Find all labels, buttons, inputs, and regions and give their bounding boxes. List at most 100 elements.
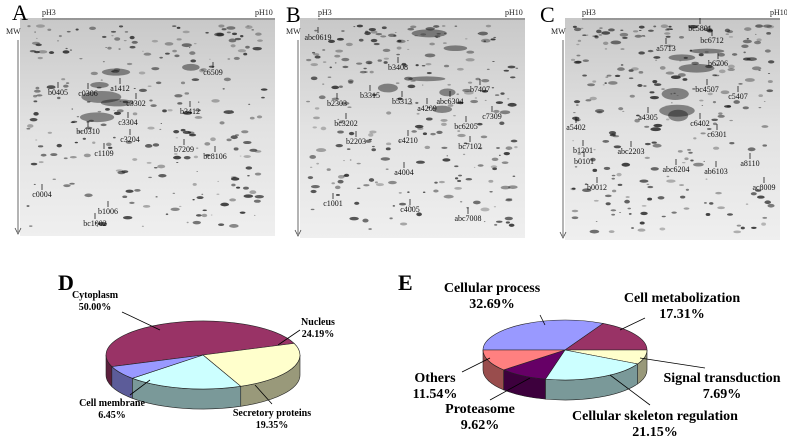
gel-spot [653,56,661,59]
gel-spot [204,154,211,157]
gel-spot [433,25,440,28]
gel-spot [457,179,462,183]
leader-line [277,329,301,346]
panel-letter: B [286,2,301,27]
gel-spot [174,94,183,98]
gel-spot [374,181,378,184]
gel-spot [742,106,749,110]
gel-spot [232,32,238,36]
gel-spot [335,49,344,53]
gel-spot [138,88,147,92]
gel-spot [700,132,706,135]
gel-spot [467,81,473,84]
gel-spot [334,54,341,58]
gel-spot [188,133,197,137]
value-label: 7.69% [703,387,742,402]
gel-spot [312,51,316,54]
gel-spot [63,184,71,188]
gel-spot [480,38,491,43]
gel-spot [318,95,326,100]
gel-spot [123,40,127,42]
gel-spot [74,141,78,144]
gel-spot [670,93,673,95]
gel-spot [394,31,397,33]
gel-spot [679,184,684,186]
gel-spot [584,183,588,186]
gel-spot [227,58,231,60]
gel-spot [646,183,650,185]
gel-spot [29,225,33,227]
spot-label: c4005 [400,205,420,214]
spot-label: c7309 [482,112,502,121]
gel-spot [625,196,630,198]
gel-spot [386,111,392,115]
gel-spot [129,201,135,204]
gel-spot [35,24,46,28]
gel-spot [481,89,489,93]
gel-spot [410,207,413,209]
gel-spot [484,99,487,102]
gel-spot [105,108,110,111]
gel-spot [688,24,698,29]
gel-spot [365,30,369,33]
gel-spot [310,208,315,211]
gel-spot [679,60,682,62]
gel-spot [246,25,250,27]
gel-spot [407,27,415,31]
spot-label: c4210 [398,136,418,145]
gel-spot [122,216,133,220]
gel-spot [720,90,730,95]
gel-spot [617,67,625,71]
gel-spot [744,27,752,31]
gel-spot [587,83,596,87]
spot-label: b3412 [180,107,200,116]
gel-spot [358,38,364,42]
gel-spot [458,101,464,105]
gel-spot [742,39,752,44]
gel-spot [649,91,655,94]
gel-spot [190,59,197,63]
gel-smear [100,99,135,107]
gel-spot [253,199,261,203]
gel-spot [416,212,422,217]
gel-spot [162,109,167,113]
gel-spot [33,50,40,54]
gel-spot [728,36,734,38]
gel-spot [201,193,204,195]
gel-spot [47,131,53,134]
pie-slice [131,354,242,390]
gel-spot [424,145,431,150]
gel-spot [717,206,725,210]
gel-spot [157,164,166,169]
gel-spot [110,30,117,33]
spot-label: a5402 [566,123,586,132]
leader-line [639,357,706,369]
gel-spot [79,58,83,60]
gel-spot [577,152,582,155]
gel-spot [165,213,169,216]
gel-spot [465,58,475,62]
gel-spot [407,84,416,89]
gel-spot [33,89,41,93]
gel-spot [665,35,671,38]
gel-spot [683,207,690,210]
gel-spot [370,30,378,34]
gel-spot [226,26,236,30]
gel-spot [650,127,662,132]
gel-spot [481,79,490,83]
gel-spot [679,195,686,199]
gel-spot [254,194,264,199]
gel-spot [602,140,610,143]
gel-spot [114,37,121,41]
gel-spot [231,183,236,187]
gel-spot [151,39,159,43]
gel-spot [766,32,771,35]
gel-spot [33,111,39,116]
gel-spot [377,59,382,62]
gel-spot [337,179,344,184]
gel-spot [146,161,152,164]
gel-spot [410,79,416,82]
gel-spot [473,166,476,168]
gel-spot [490,165,498,169]
gel-spot [715,191,722,195]
